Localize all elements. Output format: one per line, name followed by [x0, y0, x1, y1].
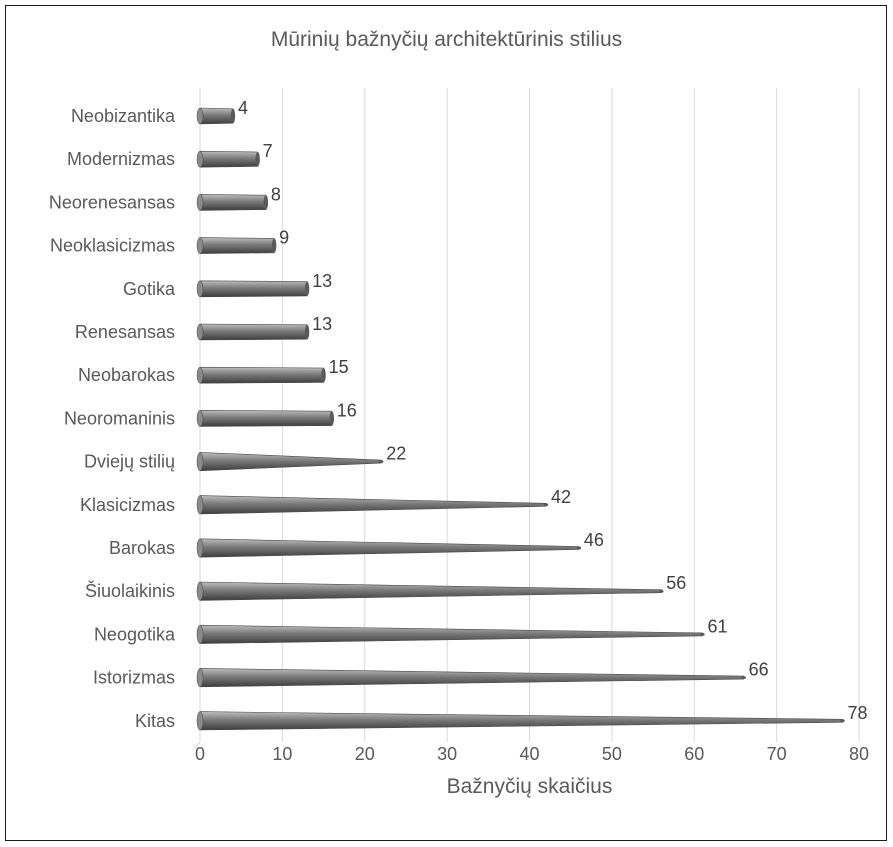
category-label: Neoklasicizmas [50, 236, 175, 256]
bar [199, 711, 843, 731]
category-label: Neogotika [94, 624, 176, 644]
category-label: Gotika [123, 279, 176, 299]
category-label: Klasicizmas [80, 495, 175, 515]
bar-base [196, 366, 204, 384]
bar-cap [840, 719, 845, 723]
bar [199, 150, 258, 168]
bar-cap [304, 324, 310, 340]
bar-cap [741, 676, 746, 680]
bar [199, 366, 324, 384]
bar-cap [230, 108, 236, 124]
bar [199, 194, 267, 211]
chart-frame [5, 5, 887, 841]
data-label: 16 [337, 400, 357, 420]
bar-cap [700, 632, 705, 636]
x-tick-label: 60 [684, 744, 704, 764]
bar-base [196, 581, 204, 601]
bar [199, 410, 333, 427]
bar [199, 280, 308, 298]
bar-base [196, 452, 204, 472]
data-label: 56 [666, 573, 686, 593]
bar-cap [576, 546, 582, 550]
bar [199, 323, 308, 341]
bar [199, 452, 382, 472]
data-label: 61 [707, 616, 727, 636]
bar-cap [255, 152, 260, 167]
data-label: 78 [848, 703, 868, 723]
bar [199, 237, 275, 254]
bar-cap [271, 238, 277, 253]
category-label: Neorenesansas [49, 192, 175, 212]
bar-cap [543, 503, 549, 507]
bar-cap [321, 368, 326, 383]
data-label: 66 [749, 660, 769, 680]
bar-cap [659, 589, 664, 593]
x-tick-label: 70 [767, 744, 787, 764]
bar [199, 495, 547, 515]
x-tick-label: 20 [355, 744, 375, 764]
bar-base [196, 323, 204, 341]
x-tick-label: 40 [519, 744, 539, 764]
category-label: Šiuolaikinis [85, 580, 175, 601]
data-label: 13 [312, 314, 332, 334]
x-tick-label: 30 [437, 744, 457, 764]
category-label: Barokas [109, 538, 175, 558]
bar [199, 107, 234, 125]
category-label: Neobarokas [78, 365, 175, 385]
bar-base [196, 410, 204, 427]
chart-title: Mūrinių bažnyčių architektūrinis stilius [270, 28, 623, 51]
category-label: Modernizmas [67, 149, 175, 169]
x-tick-label: 10 [272, 744, 292, 764]
bar-cap [263, 195, 269, 210]
data-label: 46 [584, 530, 604, 550]
x-tick-label: 0 [195, 744, 205, 764]
bar-base [196, 237, 204, 254]
bar-cap [304, 281, 310, 296]
bar [199, 668, 744, 688]
x-tick-label: 80 [849, 744, 869, 764]
axis-floor [193, 741, 201, 749]
data-label: 9 [279, 228, 289, 248]
data-label: 7 [263, 141, 273, 161]
bar [199, 624, 703, 644]
data-label: 4 [238, 98, 248, 118]
bar-base [196, 624, 204, 644]
bar [199, 581, 662, 601]
data-label: 15 [329, 357, 349, 377]
data-label: 42 [551, 487, 571, 507]
data-label: 8 [271, 184, 281, 204]
category-label: Dviejų stilių [84, 452, 175, 472]
data-label: 22 [386, 444, 406, 464]
bar-base [196, 668, 204, 688]
bar-base [196, 711, 204, 731]
bar-cap [329, 411, 334, 426]
bar-base [196, 495, 204, 515]
category-label: Istorizmas [93, 668, 175, 688]
bar-cap [379, 460, 384, 464]
bar-base [196, 194, 204, 211]
x-tick-label: 50 [602, 744, 622, 764]
category-label: Neobizantika [71, 106, 176, 126]
x-axis-title: Bažnyčių skaičius [446, 775, 613, 798]
bar-base [196, 107, 204, 125]
bar-base [196, 538, 204, 558]
category-label: Kitas [135, 711, 175, 731]
category-label: Renesansas [75, 322, 175, 342]
data-label: 13 [312, 271, 332, 291]
category-label: Neoromaninis [64, 408, 175, 428]
bar-base [196, 150, 204, 168]
bar-base [196, 280, 204, 298]
bar [199, 538, 580, 558]
